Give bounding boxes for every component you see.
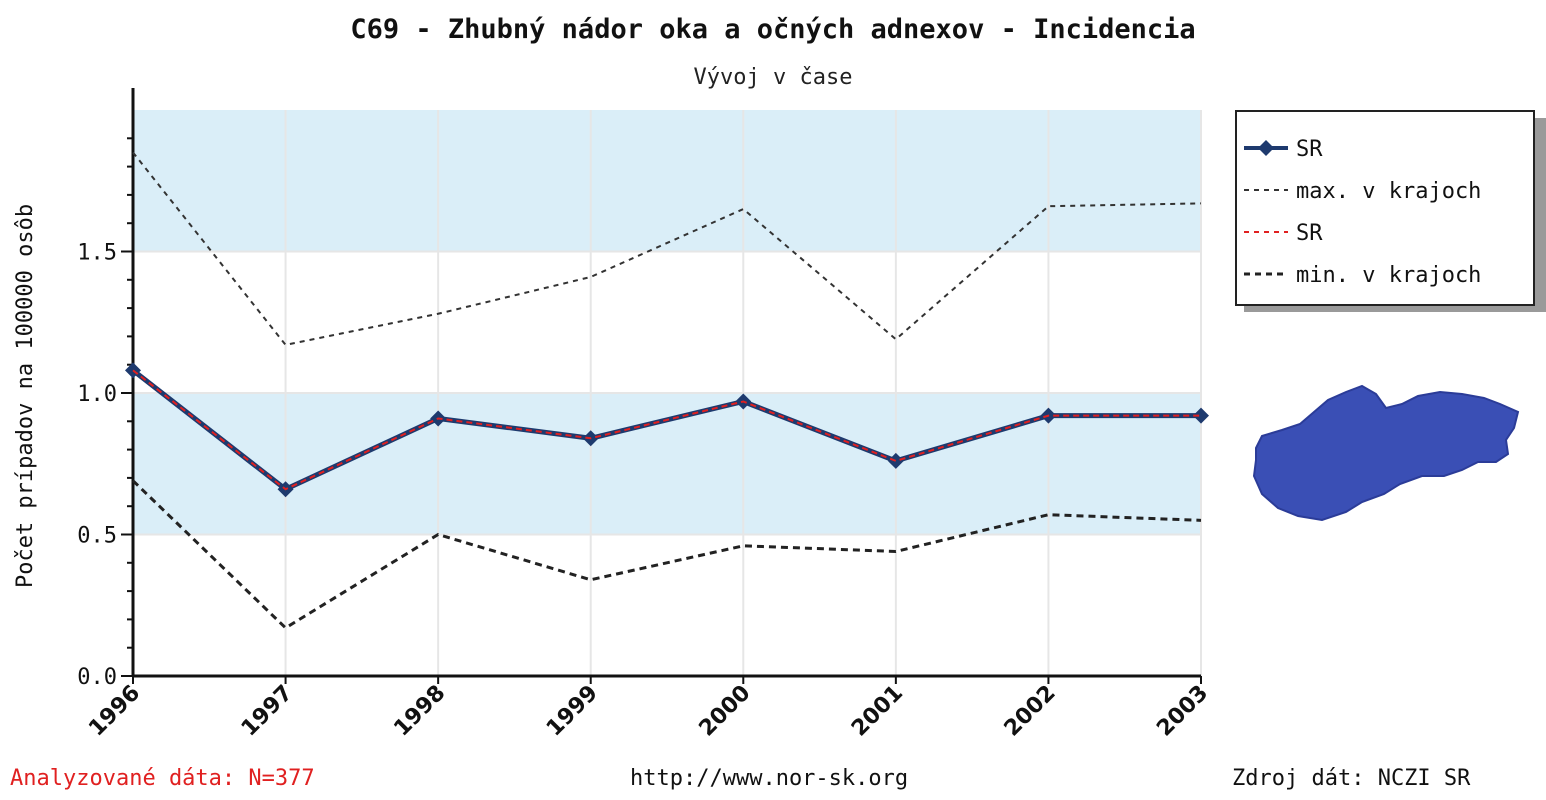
y-tick-label: 1.0 <box>77 382 117 407</box>
x-tick-label: 2002 <box>1000 681 1061 742</box>
legend-label-sr: SR <box>1296 137 1323 162</box>
y-tick-label: 0.0 <box>77 665 117 690</box>
x-tick-label: 2001 <box>847 681 908 742</box>
legend-item-min: min. v krajoch <box>1244 263 1481 288</box>
chart-title: C69 - Zhubný nádor oka a očných adnexov … <box>350 14 1195 45</box>
legend-item-max: max. v krajoch <box>1244 179 1481 204</box>
series-line-2 <box>132 369 1201 491</box>
legend-box <box>1235 110 1535 306</box>
axes <box>121 88 1202 684</box>
legend-label-min: min. v krajoch <box>1296 263 1481 288</box>
series-line-3 <box>131 479 1202 630</box>
y-tick-label: 1.5 <box>77 241 117 266</box>
shaded-band-1 <box>133 110 1201 252</box>
footer-website-url: http://www.nor-sk.org <box>630 766 909 791</box>
legend-label-sr-dashed: SR <box>1296 221 1323 246</box>
x-tick-label: 2003 <box>1152 681 1213 742</box>
footer-analyzed-data: Analyzované dáta: N=377 <box>10 766 315 791</box>
y-ticks: 0.0 0.5 1.0 1.5 <box>77 241 117 691</box>
y-tick-label: 0.5 <box>77 524 117 549</box>
data-point-sr <box>1193 407 1209 424</box>
shaded-band-0 <box>133 393 1201 535</box>
x-ticks: 1996 1997 1998 1999 2000 2001 2002 2003 <box>84 681 1213 742</box>
series-layer <box>125 151 1209 630</box>
legend: SR max. v krajoch SR min. v krajoch <box>1235 110 1546 312</box>
x-tick-label: 1998 <box>389 681 450 742</box>
legend-item-sr-dashed: SR <box>1244 221 1323 246</box>
data-point-sr <box>887 452 904 469</box>
series-line-1 <box>132 151 1202 346</box>
x-tick-label: 1999 <box>542 681 603 742</box>
slovakia-map-icon <box>1252 384 1520 522</box>
chart-subtitle: Vývoj v čase <box>694 65 853 90</box>
x-tick-label: 1997 <box>237 681 298 742</box>
footer-data-source: Zdroj dát: NCZI SR <box>1232 766 1471 791</box>
legend-label-max: max. v krajoch <box>1296 179 1481 204</box>
legend-item-sr: SR <box>1244 137 1323 162</box>
y-axis-label: Počet prípadov na 100000 osôb <box>13 204 38 588</box>
x-tick-label: 2000 <box>695 681 756 742</box>
